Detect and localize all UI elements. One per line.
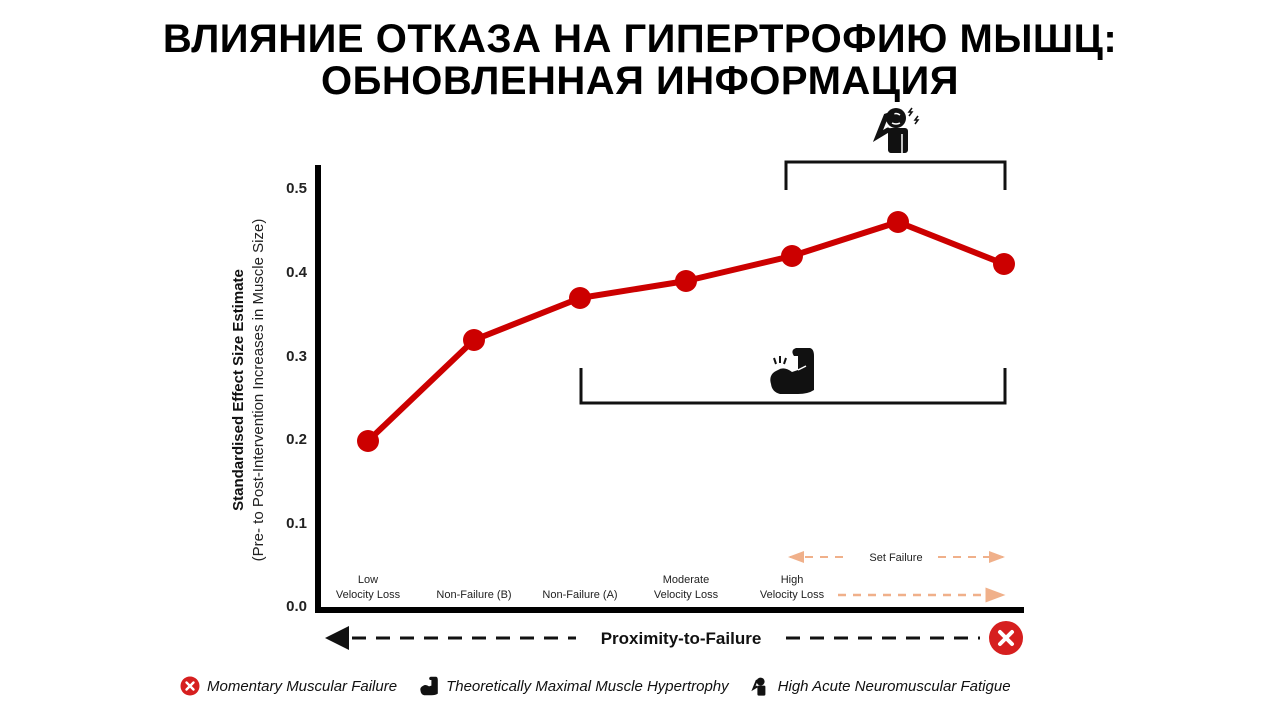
category-label-line1: Low xyxy=(358,574,378,586)
series-points xyxy=(357,211,1015,452)
legend-item-failure: Momentary Muscular Failure xyxy=(180,676,397,696)
data-point-non-failure-b[interactable] xyxy=(463,329,485,351)
fatigue-bracket xyxy=(784,160,1007,190)
data-point-non-failure-a[interactable] xyxy=(569,287,591,309)
category-label-line2: Non-Failure (B) xyxy=(436,589,511,601)
set-failure-label: Set Failure xyxy=(869,552,922,564)
hypertrophy-bracket xyxy=(579,368,1007,405)
legend: Momentary Muscular Failure Theoretically… xyxy=(180,676,1033,696)
category-label-line2: Non-Failure (A) xyxy=(542,589,617,601)
data-point-set-failure[interactable] xyxy=(887,211,909,233)
fatigued-person-icon xyxy=(872,107,920,153)
fatigued-person-icon xyxy=(751,676,771,696)
proximity-to-failure-label: Proximity-to-Failure xyxy=(601,629,762,648)
failure-x-icon xyxy=(180,676,200,696)
legend-item-hypertrophy: Theoretically Maximal Muscle Hypertrophy xyxy=(419,676,729,696)
data-point-low-velocity-loss[interactable] xyxy=(357,430,379,452)
legend-label: High Acute Neuromuscular Fatigue xyxy=(777,677,1011,695)
proximity-axis: Proximity-to-Failure xyxy=(325,626,980,650)
failure-x-icon xyxy=(989,621,1023,655)
y-tick-5: 0.5 xyxy=(286,180,307,197)
flexed-biceps-icon xyxy=(770,348,814,394)
y-axis-title: Standardised Effect Size Estimate (Pre- … xyxy=(230,219,267,562)
data-point-high-velocity-loss[interactable] xyxy=(781,245,803,267)
data-point-moderate-velocity-loss[interactable] xyxy=(675,270,697,292)
y-axis-label-main: Standardised Effect Size Estimate xyxy=(230,269,247,511)
category-label-line1: High xyxy=(781,574,804,586)
legend-label: Momentary Muscular Failure xyxy=(207,677,398,695)
category-label-line1: Moderate xyxy=(663,574,709,586)
category-label-line2: Velocity Loss xyxy=(654,589,719,601)
y-tick-2: 0.2 xyxy=(286,431,307,448)
y-axis-ticks: 0.0 0.1 0.2 0.3 0.4 0.5 xyxy=(286,180,308,615)
category-label-line2: Velocity Loss xyxy=(336,589,401,601)
y-tick-4: 0.4 xyxy=(286,264,308,281)
data-point-momentary-failure[interactable] xyxy=(993,253,1015,275)
y-tick-0: 0.0 xyxy=(286,598,307,615)
category-label-line2: Velocity Loss xyxy=(760,589,825,601)
legend-item-fatigue: High Acute Neuromuscular Fatigue xyxy=(751,676,1011,696)
y-tick-1: 0.1 xyxy=(286,515,307,532)
x-axis-categories: Low Velocity Loss Non-Failure (B) Non-Fa… xyxy=(336,574,825,601)
chart-title-line2: ОБНОВЛЕННАЯ ИНФОРМАЦИЯ xyxy=(321,59,959,103)
set-failure-arrow: Set Failure xyxy=(788,551,1005,564)
chart-title-line1: ВЛИЯНИЕ ОТКАЗА НА ГИПЕРТРОФИЮ МЫШЦ: xyxy=(162,17,1118,61)
legend-label: Theoretically Maximal Muscle Hypertrophy xyxy=(446,677,729,695)
y-tick-3: 0.3 xyxy=(286,348,307,365)
series-line xyxy=(365,219,1006,444)
y-axis-label-sub: (Pre- to Post-Intervention Increases in … xyxy=(250,219,267,562)
flexed-biceps-icon xyxy=(419,676,439,696)
